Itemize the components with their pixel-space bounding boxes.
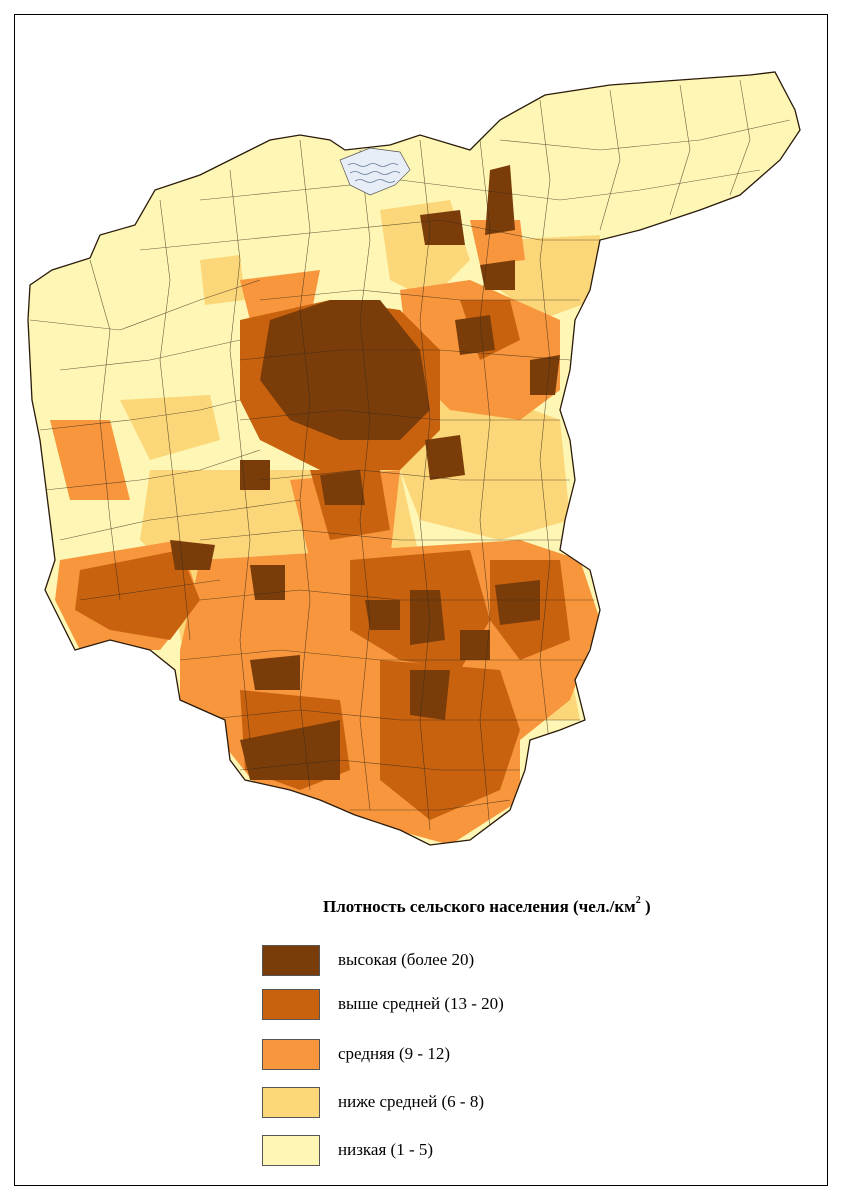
zone-average <box>470 220 525 265</box>
legend-title: Плотность сельского населения (чел./км2 … <box>323 895 651 916</box>
legend-swatch <box>262 1134 320 1166</box>
legend-label: низкая (1 - 5) <box>338 1140 434 1159</box>
zone-below-average <box>400 390 570 540</box>
zone-high <box>240 460 270 490</box>
zone-high <box>250 565 285 600</box>
zone-high <box>495 580 540 625</box>
zone-high <box>460 630 490 660</box>
legend-label: средняя (9 - 12) <box>338 1044 450 1063</box>
legend-item-below-average: ниже средней (6 - 8) <box>262 1086 484 1118</box>
zone-high <box>320 470 365 505</box>
zone-below-average <box>500 235 600 320</box>
legend-swatch <box>262 944 320 976</box>
zone-average <box>50 420 130 500</box>
zone-below-average <box>120 395 220 460</box>
legend-swatch <box>262 1086 320 1118</box>
region-border <box>27 71 801 846</box>
legend-label: высокая (более 20) <box>338 950 475 969</box>
zone-high <box>530 355 560 395</box>
zone-above-average <box>75 550 200 640</box>
zone-high <box>410 670 450 720</box>
zone-high <box>410 590 445 645</box>
legend-swatch <box>262 988 320 1020</box>
zone-high <box>425 435 465 480</box>
zone-high <box>170 540 215 570</box>
legend-item-above-average: выше средней (13 - 20) <box>262 988 504 1020</box>
legend-item-average: средняя (9 - 12) <box>262 1038 450 1070</box>
map-frame <box>14 14 828 1186</box>
zone-high <box>250 655 300 690</box>
legend-label: выше средней (13 - 20) <box>338 994 504 1013</box>
legend-label: ниже средней (6 - 8) <box>338 1092 485 1111</box>
zone-high <box>455 315 495 355</box>
legend-swatch <box>262 1038 320 1070</box>
legend-item-low: низкая (1 - 5) <box>262 1134 433 1166</box>
water-waves <box>347 163 401 183</box>
legend-item-high: высокая (более 20) <box>262 944 474 976</box>
zone-high <box>480 260 515 290</box>
zone-high <box>420 210 465 245</box>
zone-high <box>240 720 340 780</box>
zone-below-average <box>200 255 245 305</box>
zone-high <box>485 165 515 235</box>
zone-high <box>365 600 400 630</box>
